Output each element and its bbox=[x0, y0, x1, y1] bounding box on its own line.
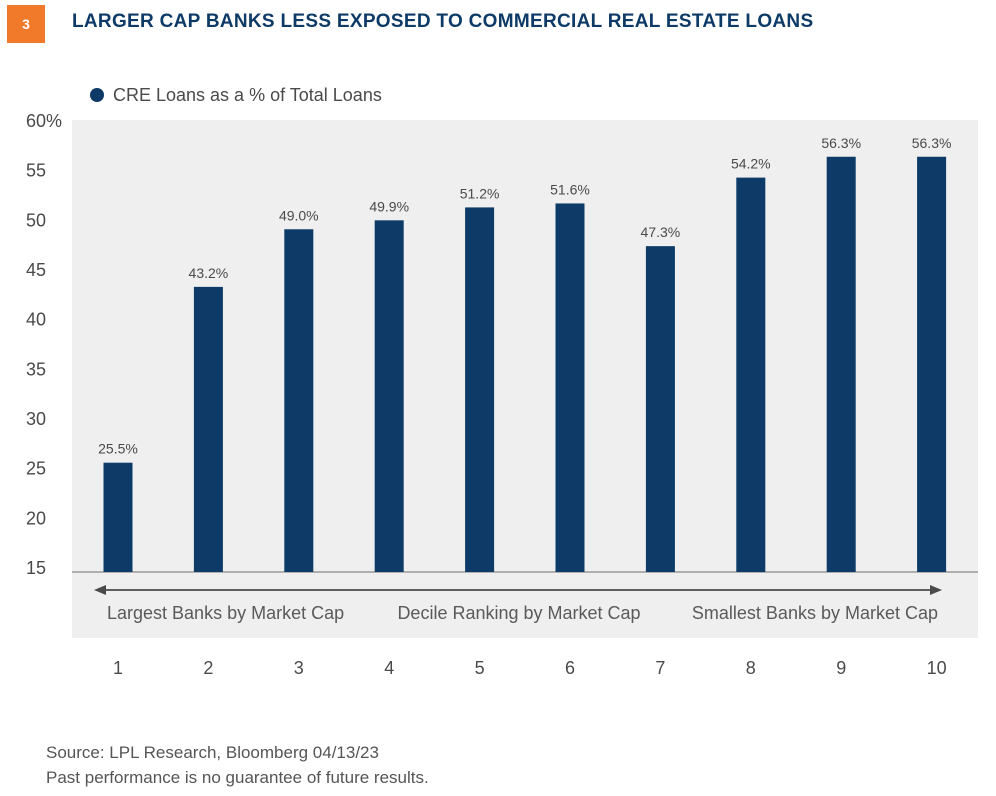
bar-decile-1 bbox=[103, 462, 133, 572]
bar-decile-10 bbox=[917, 156, 947, 572]
annotation-smallest-banks: Smallest Banks by Market Cap bbox=[692, 603, 938, 623]
disclaimer-note: Past performance is no guarantee of futu… bbox=[46, 768, 429, 787]
data-label-decile-5: 51.2% bbox=[460, 185, 500, 201]
data-labels-group: 25.5% 43.2% 49.0% 49.9% 51.2% 51.6% 47.3% 54.2%… bbox=[98, 135, 951, 457]
data-label-decile-10: 56.3% bbox=[912, 135, 952, 151]
bar-decile-4 bbox=[374, 220, 404, 572]
footer: Source: LPL Research, Bloomberg 04/13/23… bbox=[46, 740, 429, 790]
y-tick-label: 40 bbox=[26, 310, 46, 330]
y-tick-label: 45 bbox=[26, 260, 46, 280]
bars-group bbox=[103, 156, 947, 573]
bar-decile-8 bbox=[736, 177, 766, 572]
data-label-decile-6: 51.6% bbox=[550, 181, 590, 197]
y-tick-label: 60% bbox=[26, 111, 62, 131]
x-tick-label: 2 bbox=[203, 658, 213, 678]
annotation-largest-banks: Largest Banks by Market Cap bbox=[107, 603, 344, 623]
data-label-decile-7: 47.3% bbox=[641, 224, 681, 240]
bar-decile-9 bbox=[826, 156, 856, 572]
x-tick-label: 6 bbox=[565, 658, 575, 678]
x-tick-label: 9 bbox=[836, 658, 846, 678]
data-label-decile-1: 25.5% bbox=[98, 441, 138, 457]
annotation-decile-ranking: Decile Ranking by Market Cap bbox=[397, 603, 640, 623]
y-tick-label: 55 bbox=[26, 161, 46, 181]
x-tick-label: 1 bbox=[113, 658, 123, 678]
arrow-head-left bbox=[94, 585, 106, 595]
bar-decile-7 bbox=[645, 246, 675, 573]
data-label-decile-8: 54.2% bbox=[731, 156, 771, 172]
legend-marker bbox=[90, 88, 104, 102]
legend: CRE Loans as a % of Total Loans bbox=[90, 85, 382, 105]
data-label-decile-3: 49.0% bbox=[279, 207, 319, 223]
y-tick-label: 20 bbox=[26, 508, 46, 528]
x-tick-label: 5 bbox=[475, 658, 485, 678]
y-tick-label: 15 bbox=[26, 558, 46, 578]
y-tick-label: 35 bbox=[26, 359, 46, 379]
y-axis-ticks: 15 20 25 30 35 40 45 50 55 60% bbox=[26, 111, 62, 578]
x-tick-label: 7 bbox=[655, 658, 665, 678]
x-tick-label: 8 bbox=[746, 658, 756, 678]
data-label-decile-4: 49.9% bbox=[369, 198, 409, 214]
y-tick-label: 25 bbox=[26, 459, 46, 479]
bar-decile-6 bbox=[555, 203, 585, 572]
x-tick-label: 3 bbox=[294, 658, 304, 678]
data-label-decile-9: 56.3% bbox=[821, 135, 861, 151]
x-tick-label: 4 bbox=[384, 658, 394, 678]
bar-decile-5 bbox=[465, 207, 495, 572]
bar-decile-3 bbox=[284, 229, 314, 572]
data-label-decile-2: 43.2% bbox=[189, 265, 229, 281]
y-tick-label: 50 bbox=[26, 210, 46, 230]
y-tick-label: 30 bbox=[26, 409, 46, 429]
source-note: Source: LPL Research, Bloomberg 04/13/23 bbox=[46, 743, 379, 762]
figure-number-badge: 3 bbox=[7, 5, 45, 43]
x-tick-label: 10 bbox=[927, 658, 947, 678]
figure-title: LARGER CAP BANKS LESS EXPOSED TO COMMERC… bbox=[72, 11, 814, 32]
bar-decile-2 bbox=[193, 286, 223, 572]
arrow-head-right bbox=[930, 585, 942, 595]
x-axis-ticks: 1 2 3 4 5 6 7 8 9 10 bbox=[113, 658, 947, 678]
market-cap-arrow bbox=[94, 585, 942, 595]
legend-label: CRE Loans as a % of Total Loans bbox=[113, 85, 382, 105]
